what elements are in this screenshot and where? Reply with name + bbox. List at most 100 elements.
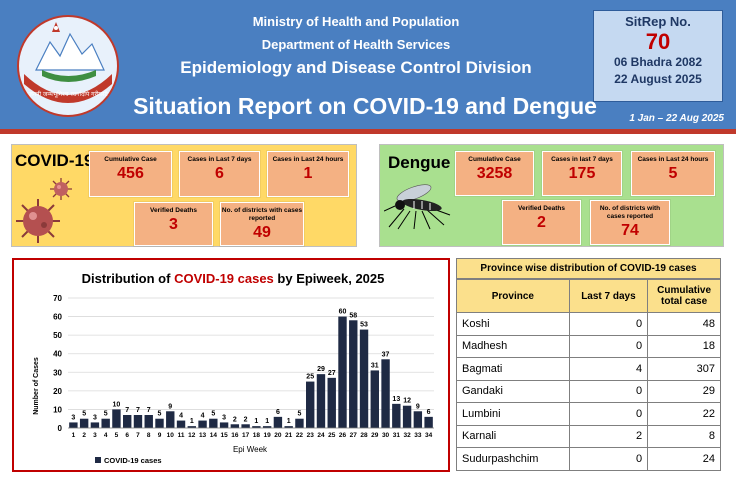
bar: [359, 329, 369, 428]
department-name: Department of Health Services: [261, 37, 451, 52]
bar: [79, 418, 89, 428]
bar: [392, 403, 401, 428]
table-row: Bagmati 4 307: [456, 357, 721, 381]
covid-panel-title: COVID-19: [15, 151, 94, 170]
stat-label: No. of districts with cases reported: [599, 205, 661, 220]
bar: [402, 405, 412, 428]
x-tick-label: 13: [199, 432, 207, 439]
data-label: 9: [416, 403, 420, 410]
y-tick-label: 70: [53, 294, 62, 303]
table-row: Sudurpashchim 0 24: [456, 447, 721, 471]
data-label: 7: [136, 407, 140, 414]
x-tick-label: 5: [115, 432, 119, 439]
nepal-emblem-icon: जननी जन्मभूमिश्च स्वर्गादपि गरीयसी: [17, 15, 119, 117]
data-label: 1: [287, 418, 291, 425]
province-name: Karnali: [456, 424, 570, 448]
data-label: 1: [265, 418, 269, 425]
bar: [338, 316, 347, 428]
province-name: Madhesh: [456, 334, 570, 358]
last-7-days-value: 0: [568, 334, 649, 358]
legend-swatch: [95, 457, 101, 463]
table-header-row: Province Last 7 days Cumulative total ca…: [456, 279, 721, 313]
stat-label: Verified Deaths: [150, 207, 197, 214]
data-label: 60: [339, 309, 347, 316]
header-banner: जननी जन्मभूमिश्च स्वर्गादपि गरीयसी Minis…: [0, 0, 736, 133]
table-row: Gandaki 0 29: [456, 379, 721, 403]
data-label: 13: [392, 396, 400, 403]
data-label: 25: [306, 374, 314, 381]
stat-value: 49: [253, 224, 271, 241]
header-last-7-days: Last 7 days: [568, 279, 649, 313]
covid-cumulative-case: Cumulative Case 456: [89, 151, 172, 197]
bar: [262, 426, 272, 428]
data-label: 7: [147, 407, 151, 414]
x-tick-label: 2: [82, 432, 86, 439]
last-7-days-value: 4: [568, 357, 649, 381]
data-label: 3: [93, 414, 97, 421]
report-title: Situation Report on COVID-19 and Dengue: [133, 93, 597, 119]
x-tick-label: 34: [425, 432, 433, 439]
x-tick-label: 33: [414, 432, 422, 439]
x-tick-label: 23: [307, 432, 315, 439]
stat-value: 2: [537, 214, 546, 231]
chart-title-prefix: Distribution of: [81, 271, 175, 286]
stat-label: Cases in Last 7 days: [187, 156, 252, 163]
bar: [209, 418, 218, 428]
province-name: Lumbini: [456, 402, 570, 426]
province-name: Sudurpashchim: [456, 447, 570, 471]
bar: [90, 422, 100, 428]
bar: [273, 416, 283, 428]
x-tick-label: 15: [220, 432, 228, 439]
ministry-name: Ministry of Health and Population: [252, 14, 460, 29]
stat-label: Cumulative Case: [104, 156, 157, 163]
stat-value: 6: [215, 165, 224, 182]
sitrep-number: 70: [645, 29, 671, 54]
y-tick-label: 50: [53, 331, 62, 340]
bar: [306, 381, 315, 428]
x-tick-label: 20: [274, 432, 282, 439]
x-tick-label: 30: [382, 432, 390, 439]
x-tick-label: 18: [253, 432, 261, 439]
x-tick-label: 10: [167, 432, 175, 439]
bar: [241, 424, 250, 428]
chart-title-suffix: by Epiweek, 2025: [273, 271, 385, 286]
data-label: 37: [382, 351, 390, 358]
covid-cases-7-days: Cases in Last 7 days 6: [179, 151, 260, 197]
province-table-grid: Province Last 7 days Cumulative total ca…: [456, 279, 721, 471]
dengue-cumulative-case: Cumulative Case 3258: [455, 151, 534, 196]
x-tick-label: 21: [285, 432, 293, 439]
chart-title: Distribution of COVID-19 cases by Epiwee…: [14, 271, 452, 286]
dengue-verified-deaths: Verified Deaths 2: [502, 200, 581, 245]
bar: [370, 370, 379, 428]
dengue-cases-7-days: Cases in last 7 days 175: [542, 151, 622, 196]
header-stripe: [0, 129, 736, 134]
covid-verified-deaths: Verified Deaths 3: [134, 202, 213, 246]
data-label: 6: [276, 409, 280, 416]
table-row: Lumbini 0 22: [456, 402, 721, 426]
last-7-days-value: 0: [568, 312, 649, 336]
province-name: Bagmati: [456, 357, 570, 381]
bar: [187, 426, 196, 428]
x-tick-label: 6: [125, 432, 129, 439]
cumulative-value: 307: [647, 357, 721, 381]
bar: [166, 411, 175, 428]
data-label: 53: [360, 322, 368, 329]
x-tick-label: 8: [147, 432, 151, 439]
bar: [295, 418, 304, 428]
cumulative-value: 29: [647, 379, 721, 403]
cumulative-value: 48: [647, 312, 721, 336]
sitrep-date-np: 06 Bhadra 2082: [613, 55, 703, 69]
bar: [424, 416, 433, 428]
data-label: 5: [211, 411, 215, 418]
virus-large-icon: [16, 199, 60, 243]
header-province: Province: [456, 279, 570, 313]
bar: [230, 424, 240, 428]
emblem-motto: जननी जन्मभूमिश्च स्वर्गादपि गरीयसी: [28, 90, 108, 98]
bar: [155, 418, 164, 428]
data-label: 9: [168, 403, 172, 410]
cumulative-value: 8: [647, 424, 721, 448]
stat-label: Cumulative Case: [468, 156, 521, 163]
x-tick-label: 28: [360, 432, 368, 439]
stat-value: 175: [568, 165, 596, 182]
